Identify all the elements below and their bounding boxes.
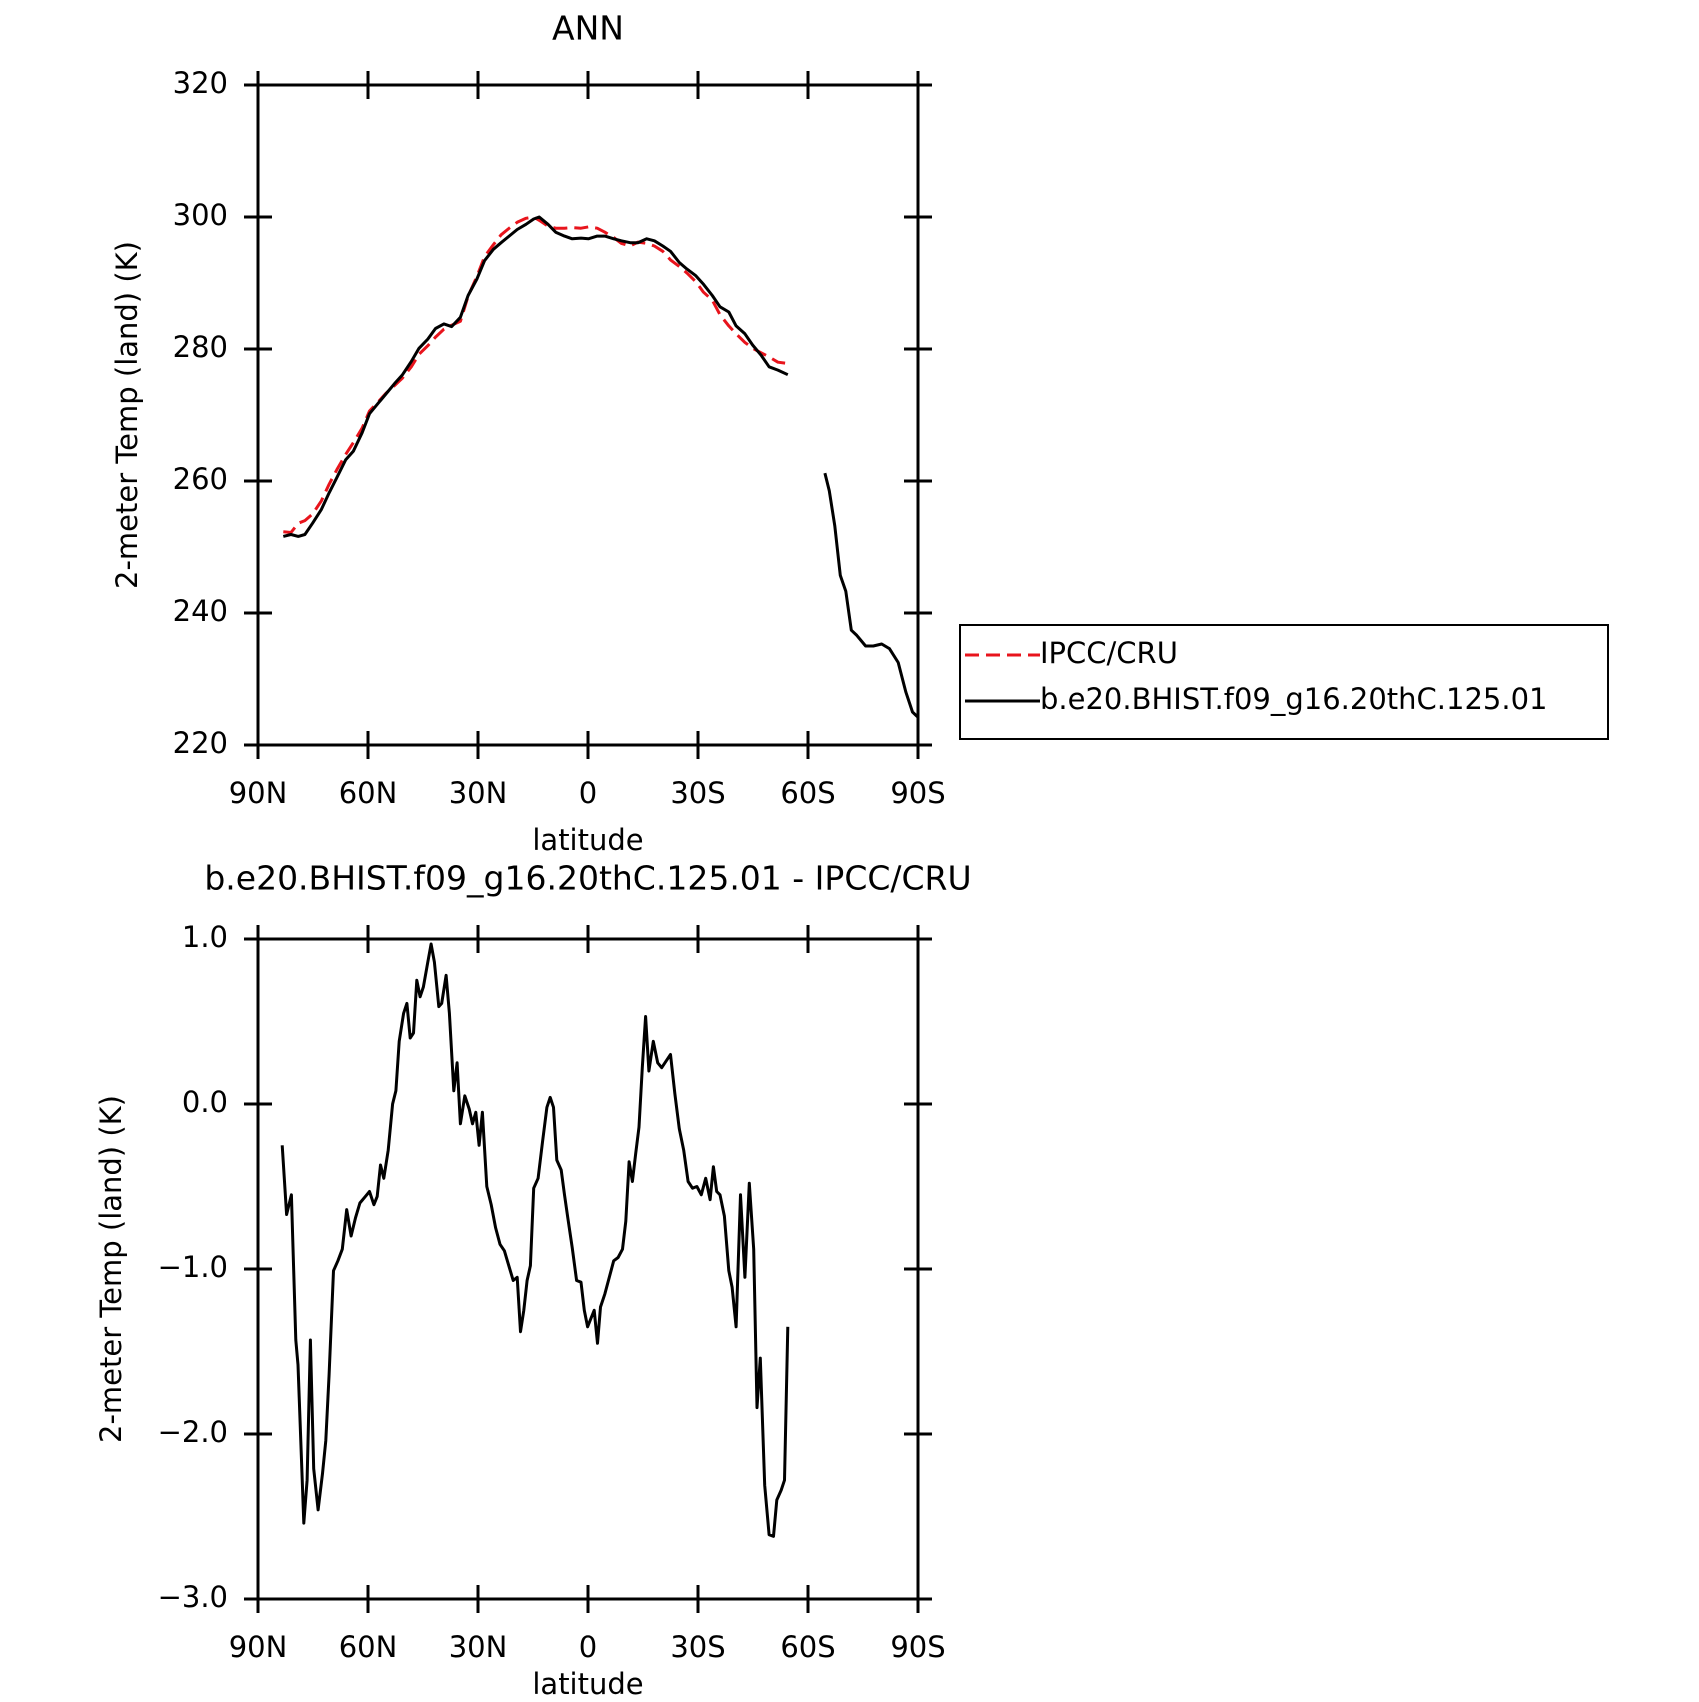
y-axis-label: 2-meter Temp (land) (K) — [110, 241, 144, 589]
x-axis-label: latitude — [532, 823, 643, 857]
y-tick-label: 240 — [173, 594, 228, 628]
y-tick-label: 280 — [173, 330, 228, 364]
data-line — [280, 942, 790, 1538]
y-axis-label: 2-meter Temp (land) (K) — [94, 1095, 128, 1443]
legend: IPCC/CRU b.e20.BHIST.f09_g16.20thC.125.01 — [959, 624, 1609, 740]
y-tick-label: −2.0 — [158, 1415, 228, 1449]
x-tick-label: 30N — [449, 1630, 508, 1664]
data-line — [282, 215, 920, 719]
legend-box — [959, 624, 1609, 740]
chart-title: b.e20.BHIST.f09_g16.20thC.125.01 - IPCC/… — [204, 859, 971, 898]
x-tick-label: 0 — [579, 1630, 597, 1664]
data-line — [283, 215, 788, 534]
x-tick-label: 60S — [780, 776, 835, 810]
x-tick-label: 60S — [780, 1630, 835, 1664]
y-tick-label: −1.0 — [158, 1250, 228, 1284]
x-tick-label: 30N — [449, 776, 508, 810]
x-tick-label: 30S — [670, 776, 725, 810]
y-tick-label: −3.0 — [158, 1580, 228, 1614]
x-axis-label: latitude — [532, 1667, 643, 1701]
y-tick-label: 300 — [173, 198, 228, 232]
x-tick-label: 60N — [339, 776, 398, 810]
plot-frame — [256, 83, 920, 747]
x-tick-label: 90N — [229, 776, 288, 810]
x-tick-label: 90N — [229, 1630, 288, 1664]
legend-label: b.e20.BHIST.f09_g16.20thC.125.01 — [1040, 682, 1547, 716]
y-tick-label: 320 — [173, 66, 228, 100]
chart-title: ANN — [552, 9, 624, 48]
y-tick-label: 220 — [173, 726, 228, 760]
x-tick-label: 90S — [890, 1630, 945, 1664]
legend-label: IPCC/CRU — [1040, 636, 1178, 670]
x-tick-label: 60N — [339, 1630, 398, 1664]
y-tick-label: 0.0 — [182, 1085, 228, 1119]
y-tick-label: 1.0 — [182, 920, 228, 954]
y-tick-label: 260 — [173, 462, 228, 496]
x-tick-label: 30S — [670, 1630, 725, 1664]
x-tick-label: 90S — [890, 776, 945, 810]
plot-frame — [256, 937, 920, 1601]
x-tick-label: 0 — [579, 776, 597, 810]
